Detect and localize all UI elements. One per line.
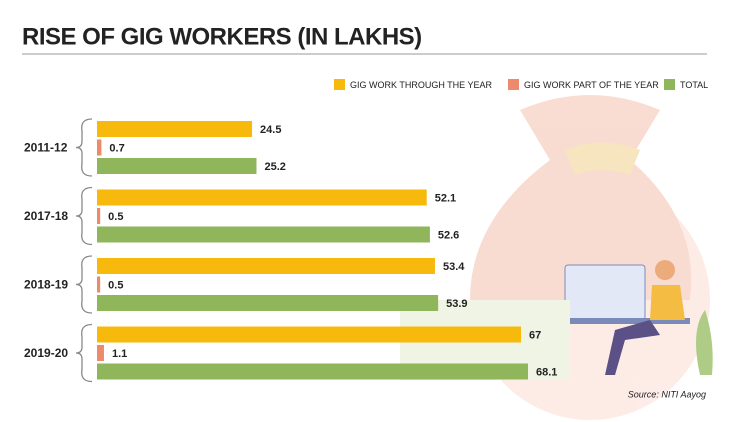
bar <box>97 295 439 311</box>
chart-title: RISE OF GIG WORKERS (IN LAKHS) <box>22 23 422 50</box>
source: Source: NITI Aayog <box>628 389 706 399</box>
bar <box>97 276 101 293</box>
category-label: 2011-12 <box>24 141 68 155</box>
value-label: 0.7 <box>109 142 124 154</box>
value-label: 24.5 <box>260 124 281 136</box>
value-label: 52.6 <box>438 229 459 241</box>
plant <box>696 310 713 375</box>
bar <box>97 363 528 380</box>
value-label: 25.2 <box>264 161 285 173</box>
value-label: 1.1 <box>112 348 127 360</box>
person-head <box>655 260 675 280</box>
legend-label: GIG WORK THROUGH THE YEAR <box>350 80 493 90</box>
bar <box>97 345 104 361</box>
desk <box>570 318 690 324</box>
bar <box>97 189 427 206</box>
bar <box>97 139 102 156</box>
category-label: 2017-18 <box>24 209 68 223</box>
value-label: 67 <box>529 329 541 341</box>
bar <box>97 121 253 137</box>
group-brace <box>75 323 93 383</box>
bar <box>97 226 430 243</box>
value-label: 68.1 <box>536 366 557 378</box>
value-label: 52.1 <box>435 192 456 204</box>
legend-swatch <box>664 79 675 90</box>
legend-swatch <box>508 79 519 90</box>
group-brace <box>75 255 93 314</box>
category-label: 2018-19 <box>24 278 68 292</box>
legend-swatch <box>334 79 345 90</box>
bar <box>97 208 101 224</box>
value-label: 53.4 <box>443 261 465 273</box>
monitor <box>564 264 646 321</box>
group-brace <box>75 186 93 246</box>
value-label: 0.5 <box>108 211 123 223</box>
money-bag <box>470 95 692 300</box>
bag-tie <box>565 142 640 175</box>
bar <box>97 326 522 343</box>
person-legs <box>605 320 660 375</box>
bar <box>97 158 257 174</box>
person-body <box>650 285 685 320</box>
category-label: 2019-20 <box>24 346 68 360</box>
legend-label: GIG WORK PART OF THE YEAR <box>524 80 659 90</box>
value-label: 0.5 <box>108 279 123 291</box>
bar <box>97 258 435 274</box>
value-label: 53.9 <box>446 298 467 310</box>
legend-label: TOTAL <box>680 80 708 90</box>
group-brace <box>75 118 93 177</box>
